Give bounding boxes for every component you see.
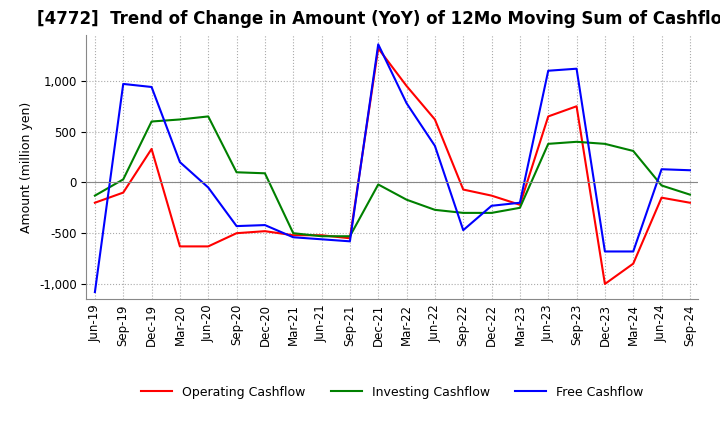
Operating Cashflow (176, 244, 184, 249)
Free Cashflow (176, 159, 184, 165)
Investing Cashflow (119, 177, 127, 182)
Free Cashflow (318, 237, 326, 242)
Free Cashflow (431, 143, 439, 149)
Operating Cashflow (629, 261, 637, 266)
Investing Cashflow (233, 170, 241, 175)
Operating Cashflow (318, 233, 326, 238)
Free Cashflow (402, 101, 411, 106)
Investing Cashflow (600, 141, 609, 147)
Free Cashflow (148, 84, 156, 90)
Operating Cashflow (402, 83, 411, 88)
Investing Cashflow (572, 139, 581, 144)
Free Cashflow (261, 223, 269, 228)
Operating Cashflow (119, 190, 127, 195)
Free Cashflow (459, 227, 467, 233)
Investing Cashflow (431, 207, 439, 213)
Operating Cashflow (657, 195, 666, 200)
Investing Cashflow (261, 171, 269, 176)
Investing Cashflow (91, 193, 99, 198)
Investing Cashflow (544, 141, 552, 147)
Investing Cashflow (685, 192, 694, 197)
Investing Cashflow (629, 148, 637, 154)
Operating Cashflow (346, 236, 354, 241)
Free Cashflow (91, 290, 99, 295)
Free Cashflow (629, 249, 637, 254)
Operating Cashflow (374, 46, 382, 51)
Investing Cashflow (346, 234, 354, 239)
Legend: Operating Cashflow, Investing Cashflow, Free Cashflow: Operating Cashflow, Investing Cashflow, … (136, 381, 649, 404)
Investing Cashflow (657, 183, 666, 188)
Free Cashflow (544, 68, 552, 73)
Title: [4772]  Trend of Change in Amount (YoY) of 12Mo Moving Sum of Cashflows: [4772] Trend of Change in Amount (YoY) o… (37, 10, 720, 28)
Line: Operating Cashflow: Operating Cashflow (95, 48, 690, 284)
Investing Cashflow (289, 231, 297, 236)
Operating Cashflow (600, 281, 609, 286)
Investing Cashflow (402, 197, 411, 202)
Line: Free Cashflow: Free Cashflow (95, 44, 690, 292)
Operating Cashflow (261, 228, 269, 234)
Free Cashflow (600, 249, 609, 254)
Free Cashflow (374, 42, 382, 47)
Operating Cashflow (459, 187, 467, 192)
Free Cashflow (572, 66, 581, 71)
Free Cashflow (289, 235, 297, 240)
Operating Cashflow (204, 244, 212, 249)
Investing Cashflow (487, 210, 496, 216)
Free Cashflow (233, 224, 241, 229)
Free Cashflow (119, 81, 127, 87)
Free Cashflow (657, 167, 666, 172)
Operating Cashflow (91, 200, 99, 205)
Operating Cashflow (572, 104, 581, 109)
Investing Cashflow (148, 119, 156, 124)
Investing Cashflow (204, 114, 212, 119)
Investing Cashflow (318, 234, 326, 239)
Operating Cashflow (516, 202, 524, 207)
Investing Cashflow (176, 117, 184, 122)
Line: Investing Cashflow: Investing Cashflow (95, 117, 690, 236)
Operating Cashflow (289, 233, 297, 238)
Operating Cashflow (487, 193, 496, 198)
Free Cashflow (516, 200, 524, 205)
Y-axis label: Amount (million yen): Amount (million yen) (20, 102, 33, 233)
Operating Cashflow (148, 146, 156, 151)
Free Cashflow (487, 203, 496, 209)
Investing Cashflow (459, 210, 467, 216)
Operating Cashflow (233, 231, 241, 236)
Operating Cashflow (685, 200, 694, 205)
Free Cashflow (204, 185, 212, 190)
Investing Cashflow (516, 205, 524, 210)
Operating Cashflow (431, 117, 439, 122)
Investing Cashflow (374, 182, 382, 187)
Operating Cashflow (544, 114, 552, 119)
Free Cashflow (685, 168, 694, 173)
Free Cashflow (346, 238, 354, 244)
